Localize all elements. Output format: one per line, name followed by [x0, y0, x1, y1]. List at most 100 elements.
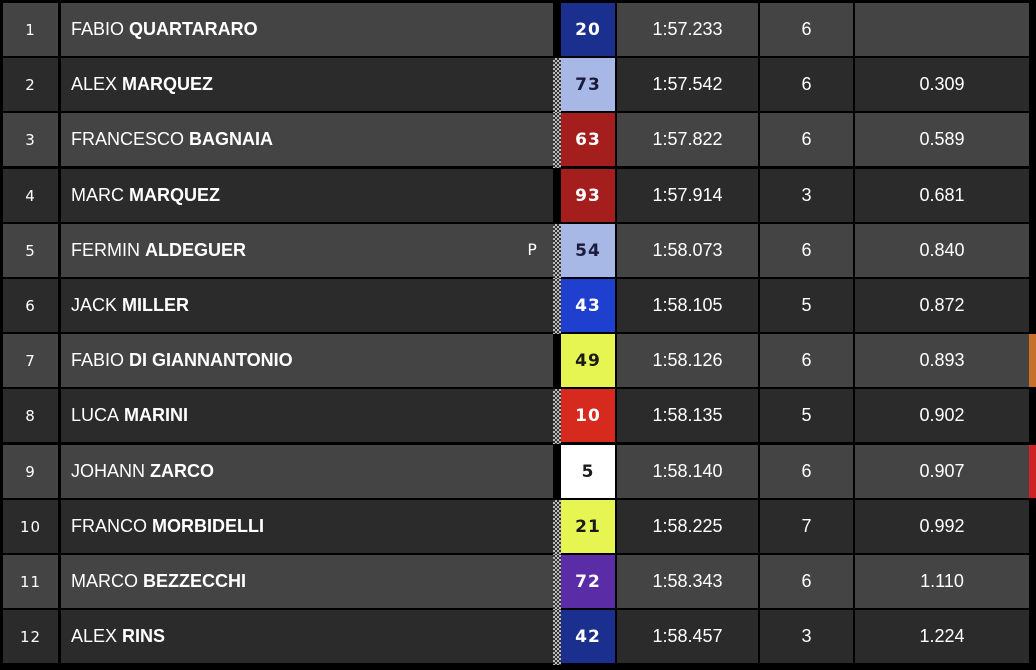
rider-number-badge: 63 [561, 113, 615, 166]
gap-cell: 0.902 [855, 389, 1029, 442]
laps-cell: 5 [760, 279, 853, 332]
table-row[interactable]: 6 JACK MILLER 43 1:58.105 5 0.872 [0, 279, 1036, 334]
lap-time-cell: 1:58.135 [617, 389, 758, 442]
rider-name-cell: LUCA MARINI [61, 389, 553, 442]
rider-number-badge: 93 [561, 169, 615, 222]
rider-number-badge: 5 [561, 445, 615, 498]
gap-cell: 0.840 [855, 224, 1029, 277]
rider-first-name: FERMIN [71, 240, 140, 260]
rider-number-badge: 49 [561, 334, 615, 387]
rider-name-cell: ALEX RINS [61, 610, 553, 663]
position-cell: 3 [3, 113, 58, 166]
gap-cell: 0.872 [855, 279, 1029, 332]
lap-time-cell: 1:58.457 [617, 610, 758, 663]
laps-cell: 3 [760, 169, 853, 222]
laps-cell: 6 [760, 3, 853, 56]
rider-name-cell: FRANCESCO BAGNAIA [61, 113, 553, 166]
checkered-flag-icon [553, 389, 561, 444]
rider-first-name: ALEX [71, 626, 118, 646]
table-row[interactable]: 10 FRANCO MORBIDELLI 21 1:58.225 7 0.992 [0, 500, 1036, 555]
rider-last-name: QUARTARARO [129, 19, 258, 39]
checkered-flag-icon [553, 610, 561, 665]
lap-time-cell: 1:58.126 [617, 334, 758, 387]
gap-cell: 0.589 [855, 113, 1029, 166]
rider-last-name: ALDEGUER [145, 240, 247, 260]
rider-name-cell: ALEX MARQUEZ [61, 58, 553, 111]
rider-first-name: LUCA [71, 405, 120, 425]
gap-cell: 0.309 [855, 58, 1029, 111]
table-row[interactable]: 4 MARC MARQUEZ 93 1:57.914 3 0.681 [0, 169, 1036, 224]
laps-cell: 6 [760, 555, 853, 608]
position-cell: 12 [3, 610, 58, 663]
lap-time-cell: 1:58.073 [617, 224, 758, 277]
rider-last-name: MARQUEZ [122, 74, 214, 94]
gap-cell: 1.224 [855, 610, 1029, 663]
laps-cell: 6 [760, 445, 853, 498]
rider-number-badge: 42 [561, 610, 615, 663]
rider-last-name: RINS [122, 626, 166, 646]
table-row[interactable]: 3 FRANCESCO BAGNAIA 63 1:57.822 6 0.589 [0, 113, 1036, 168]
laps-cell: 7 [760, 500, 853, 553]
rider-first-name: ALEX [71, 74, 118, 94]
laps-cell: 6 [760, 58, 853, 111]
position-cell: 5 [3, 224, 58, 277]
rider-name-cell: FABIO QUARTARARO [61, 3, 553, 56]
position-cell: 9 [3, 445, 58, 498]
rider-last-name: DI GIANNANTONIO [129, 350, 293, 370]
gap-cell: 0.992 [855, 500, 1029, 553]
checkered-flag-icon [553, 555, 561, 610]
rider-first-name: FRANCO [71, 516, 147, 536]
laps-cell: 6 [760, 224, 853, 277]
rider-last-name: MILLER [122, 295, 190, 315]
rider-last-name: MARINI [124, 405, 189, 425]
rider-first-name: FRANCESCO [71, 129, 185, 149]
rider-number-badge: 54 [561, 224, 615, 277]
rider-first-name: FABIO [71, 19, 125, 39]
rider-last-name: ZARCO [150, 461, 215, 481]
lap-time-cell: 1:58.105 [617, 279, 758, 332]
rider-first-name: MARCO [71, 571, 138, 591]
table-row[interactable]: 7 FABIO DI GIANNANTONIO 49 1:58.126 6 0.893 [0, 334, 1036, 389]
table-row[interactable]: 11 MARCO BEZZECCHI 72 1:58.343 6 1.110 [0, 555, 1036, 610]
status-indicator [1029, 334, 1036, 387]
table-row[interactable]: 1 FABIO QUARTARARO 20 1:57.233 6 [0, 3, 1036, 58]
rider-number-badge: 10 [561, 389, 615, 442]
position-cell: 10 [3, 500, 58, 553]
position-cell: 4 [3, 169, 58, 222]
rider-first-name: MARC [71, 185, 124, 205]
checkered-flag-icon [553, 500, 561, 555]
gap-cell: 0.681 [855, 169, 1029, 222]
rider-number-badge: 72 [561, 555, 615, 608]
table-row[interactable]: 5 FERMIN ALDEGUER P 54 1:58.073 6 0.840 [0, 224, 1036, 279]
rider-name-cell: MARC MARQUEZ [61, 169, 553, 222]
rider-last-name: BAGNAIA [189, 129, 274, 149]
rider-first-name: FABIO [71, 350, 125, 370]
gap-cell [855, 3, 1029, 56]
position-cell: 2 [3, 58, 58, 111]
gap-cell: 1.110 [855, 555, 1029, 608]
rider-number-badge: 43 [561, 279, 615, 332]
position-cell: 7 [3, 334, 58, 387]
rider-number-badge: 21 [561, 500, 615, 553]
checkered-flag-icon [553, 224, 561, 279]
rider-name-cell: MARCO BEZZECCHI [61, 555, 553, 608]
lap-time-cell: 1:57.233 [617, 3, 758, 56]
pit-flag: P [527, 240, 537, 259]
gap-cell: 0.893 [855, 334, 1029, 387]
lap-time-cell: 1:57.822 [617, 113, 758, 166]
table-row[interactable]: 9 JOHANN ZARCO 5 1:58.140 6 0.907 [0, 445, 1036, 500]
position-cell: 8 [3, 389, 58, 442]
laps-cell: 6 [760, 113, 853, 166]
rider-name-cell: JACK MILLER [61, 279, 553, 332]
table-row[interactable]: 8 LUCA MARINI 10 1:58.135 5 0.902 [0, 389, 1036, 444]
lap-time-cell: 1:57.542 [617, 58, 758, 111]
table-row[interactable]: 12 ALEX RINS 42 1:58.457 3 1.224 [0, 610, 1036, 665]
position-cell: 6 [3, 279, 58, 332]
position-cell: 1 [3, 3, 58, 56]
table-row[interactable]: 2 ALEX MARQUEZ 73 1:57.542 6 0.309 [0, 58, 1036, 113]
laps-cell: 5 [760, 389, 853, 442]
rider-number-badge: 73 [561, 58, 615, 111]
checkered-flag-icon [553, 58, 561, 113]
rider-first-name: JOHANN [71, 461, 146, 481]
